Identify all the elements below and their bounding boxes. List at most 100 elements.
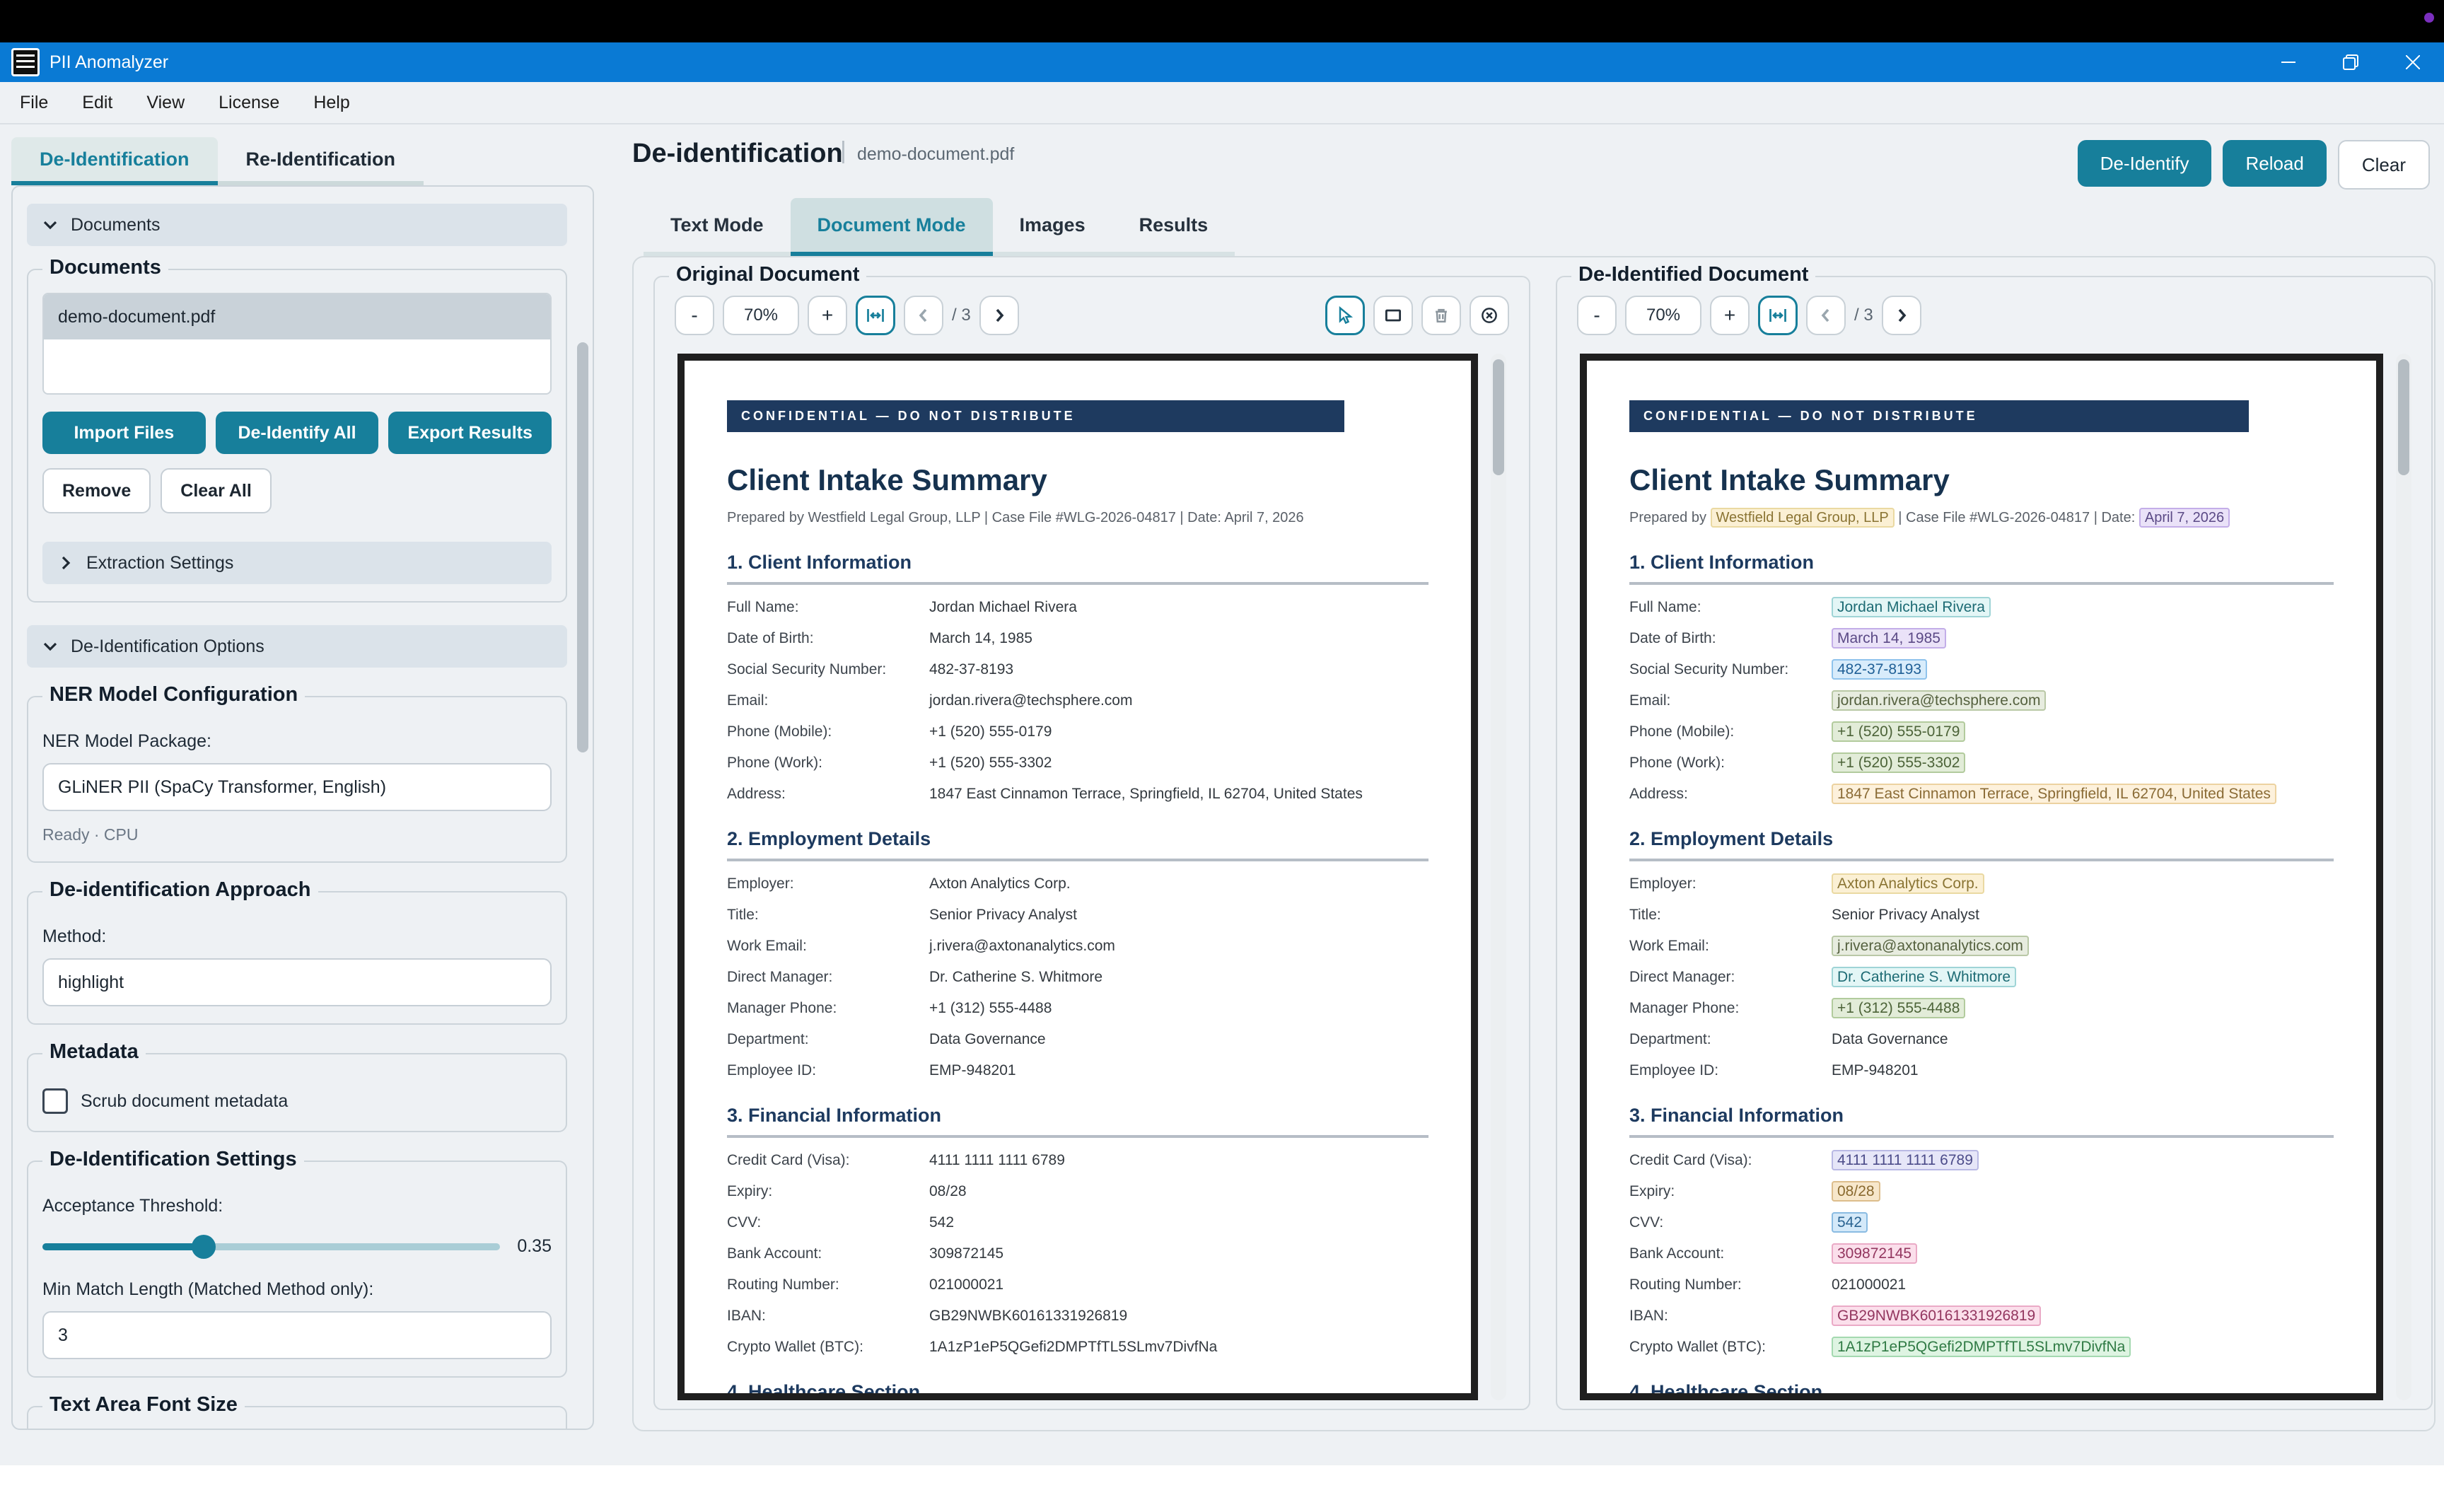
zoom-in-button[interactable]: + — [808, 296, 847, 335]
tab-text-mode[interactable]: Text Mode — [644, 198, 791, 256]
tab-de-identification[interactable]: De-Identification — [11, 137, 218, 185]
sidebar-scrollbar[interactable] — [577, 342, 588, 752]
documents-group: Documents demo-document.pdf Import Files… — [27, 256, 567, 603]
extraction-settings-collapse-header[interactable]: Extraction Settings — [42, 542, 552, 584]
menu-file[interactable]: File — [20, 92, 49, 112]
doc-field-label: Direct Manager: — [1629, 969, 1735, 985]
de-identification-options-collapse-header[interactable]: De-Identification Options — [27, 625, 567, 668]
tab-document-mode[interactable]: Document Mode — [790, 198, 993, 256]
menu-view[interactable]: View — [146, 92, 185, 112]
doc-field-label: Crypto Wallet (BTC): — [727, 1339, 863, 1355]
clear-all-button[interactable]: Clear All — [161, 468, 272, 513]
window-title: PII Anomalyzer — [50, 52, 169, 72]
doc-field-row: Credit Card (Visa): 4111 1111 1111 6789 — [1629, 1150, 2334, 1170]
delete-annotation-tool-button[interactable] — [1421, 296, 1461, 335]
pointer-tool-button[interactable] — [1325, 296, 1365, 335]
tab-images[interactable]: Images — [992, 198, 1112, 256]
doc-field-row: Employee ID: EMP-948201 — [1629, 1062, 2334, 1079]
scrollbar-thumb[interactable] — [2398, 359, 2409, 475]
zoom-out-button[interactable]: - — [1577, 296, 1617, 335]
close-button[interactable] — [2382, 42, 2444, 82]
doc-field-value: 542 — [1832, 1212, 1868, 1233]
de-identified-page-scrollbar[interactable] — [2396, 354, 2411, 1400]
import-files-button[interactable]: Import Files — [42, 412, 206, 454]
de-identify-all-button[interactable]: De-Identify All — [215, 412, 379, 454]
doc-field-row: IBAN: GB29NWBK60161331926819 — [1629, 1305, 2334, 1326]
ner-package-select[interactable]: GLiNER PII (SpaCy Transformer, English) — [42, 763, 552, 811]
metadata-group: Metadata Scrub document metadata — [27, 1040, 567, 1132]
zoom-in-button[interactable]: + — [1710, 296, 1750, 335]
reload-button[interactable]: Reload — [2223, 140, 2327, 187]
de-identify-button[interactable]: De-Identify — [2077, 140, 2212, 187]
menu-license[interactable]: License — [219, 92, 280, 112]
prev-page-button[interactable] — [904, 296, 943, 335]
menu-edit[interactable]: Edit — [82, 92, 113, 112]
doc-field-label: Routing Number: — [727, 1277, 839, 1293]
minimize-button[interactable] — [2257, 42, 2320, 82]
method-select[interactable]: highlight — [42, 958, 552, 1006]
doc-field-row: Social Security Number: 482-37-8193 — [727, 661, 1428, 678]
next-page-button[interactable] — [1881, 296, 1921, 335]
doc-field-value: 4111 1111 1111 6789 — [1832, 1150, 1979, 1170]
next-page-button[interactable] — [979, 296, 1019, 335]
fit-width-button[interactable] — [1758, 296, 1798, 335]
doc-field-value: EMP-948201 — [929, 1062, 1016, 1078]
restore-button[interactable] — [2320, 42, 2382, 82]
pii-highlight-email: j.rivera@axtonanalytics.com — [1832, 936, 2029, 956]
doc-field-label: Work Email: — [1629, 938, 1709, 954]
min-match-input[interactable]: 3 — [42, 1311, 552, 1359]
zoom-level-input[interactable] — [1625, 296, 1701, 335]
de-identified-document-page[interactable]: CONFIDENTIAL — DO NOT DISTRIBUTE Client I… — [1580, 354, 2383, 1400]
doc-field-label: Title: — [1629, 907, 1661, 923]
doc-field-row: Expiry: 08/28 — [1629, 1181, 2334, 1202]
tab-re-identification[interactable]: Re-Identification — [217, 137, 424, 185]
original-page-scrollbar[interactable] — [1491, 354, 1506, 1400]
doc-meta-line: Prepared by Westfield Legal Group, LLP |… — [1629, 508, 2334, 528]
clear-button[interactable]: Clear — [2337, 140, 2430, 190]
doc-field-row: IBAN: GB29NWBK60161331926819 — [727, 1308, 1428, 1325]
pii-highlight-iban: GB29NWBK60161331926819 — [1832, 1305, 2042, 1326]
zoom-level-input[interactable] — [723, 296, 799, 335]
ner-model-group: NER Model Configuration NER Model Packag… — [27, 683, 567, 863]
original-document-page[interactable]: CONFIDENTIAL — DO NOT DISTRIBUTE Client I… — [677, 354, 1478, 1400]
doc-field-value: Dr. Catherine S. Whitmore — [1832, 967, 2017, 987]
threshold-slider-thumb[interactable] — [191, 1234, 216, 1259]
prev-page-button[interactable] — [1806, 296, 1846, 335]
scrub-metadata-checkbox[interactable] — [42, 1088, 68, 1114]
doc-field-value: +1 (520) 555-3302 — [929, 755, 1052, 771]
doc-field-label: Crypto Wallet (BTC): — [1629, 1339, 1766, 1355]
scrollbar-thumb[interactable] — [1493, 359, 1504, 475]
doc-field-label: Full Name: — [1629, 599, 1701, 615]
screen-top-strip — [0, 0, 2444, 42]
menu-help[interactable]: Help — [313, 92, 350, 112]
remove-button[interactable]: Remove — [42, 468, 151, 513]
page-total-label: / 3 — [1854, 306, 1873, 325]
fit-width-button[interactable] — [856, 296, 895, 335]
tab-results[interactable]: Results — [1112, 198, 1235, 256]
pii-highlight-date: April 7, 2026 — [2138, 508, 2230, 528]
doc-field-row: Routing Number: 021000021 — [1629, 1277, 2334, 1293]
doc-field-row: Date of Birth: March 14, 1985 — [727, 630, 1428, 647]
list-item-document[interactable]: demo-document.pdf — [44, 294, 550, 339]
doc-field-row: Manager Phone: +1 (312) 555-4488 — [1629, 998, 2334, 1018]
document-list[interactable]: demo-document.pdf — [42, 293, 552, 395]
pii-highlight-bank: 309872145 — [1832, 1243, 1918, 1264]
threshold-slider[interactable] — [42, 1234, 501, 1259]
doc-field-row: Employee ID: EMP-948201 — [727, 1062, 1428, 1079]
pii-highlight-email: jordan.rivera@techsphere.com — [1832, 690, 2047, 711]
clear-annotations-tool-button[interactable] — [1470, 296, 1509, 335]
doc-field-value: 1847 East Cinnamon Terrace, Springfield,… — [1832, 784, 2276, 804]
doc-field-row: Address: 1847 East Cinnamon Terrace, Spri… — [1629, 784, 2334, 804]
zoom-out-button[interactable]: - — [675, 296, 714, 335]
doc-field-row: Phone (Work): +1 (520) 555-3302 — [727, 755, 1428, 772]
export-results-button[interactable]: Export Results — [388, 412, 552, 454]
doc-field-row: Manager Phone: +1 (312) 555-4488 — [727, 1000, 1428, 1017]
confidential-banner: CONFIDENTIAL — DO NOT DISTRIBUTE — [727, 400, 1344, 432]
doc-field-label: Email: — [727, 692, 769, 709]
doc-field-value: 309872145 — [929, 1245, 1004, 1262]
doc-field-row: Direct Manager: Dr. Catherine S. Whitmore — [727, 969, 1428, 986]
region-select-tool-button[interactable] — [1373, 296, 1413, 335]
documents-collapse-header[interactable]: Documents — [27, 204, 567, 246]
doc-field-label: Phone (Mobile): — [727, 723, 832, 740]
doc-field-label: Work Email: — [727, 938, 807, 954]
